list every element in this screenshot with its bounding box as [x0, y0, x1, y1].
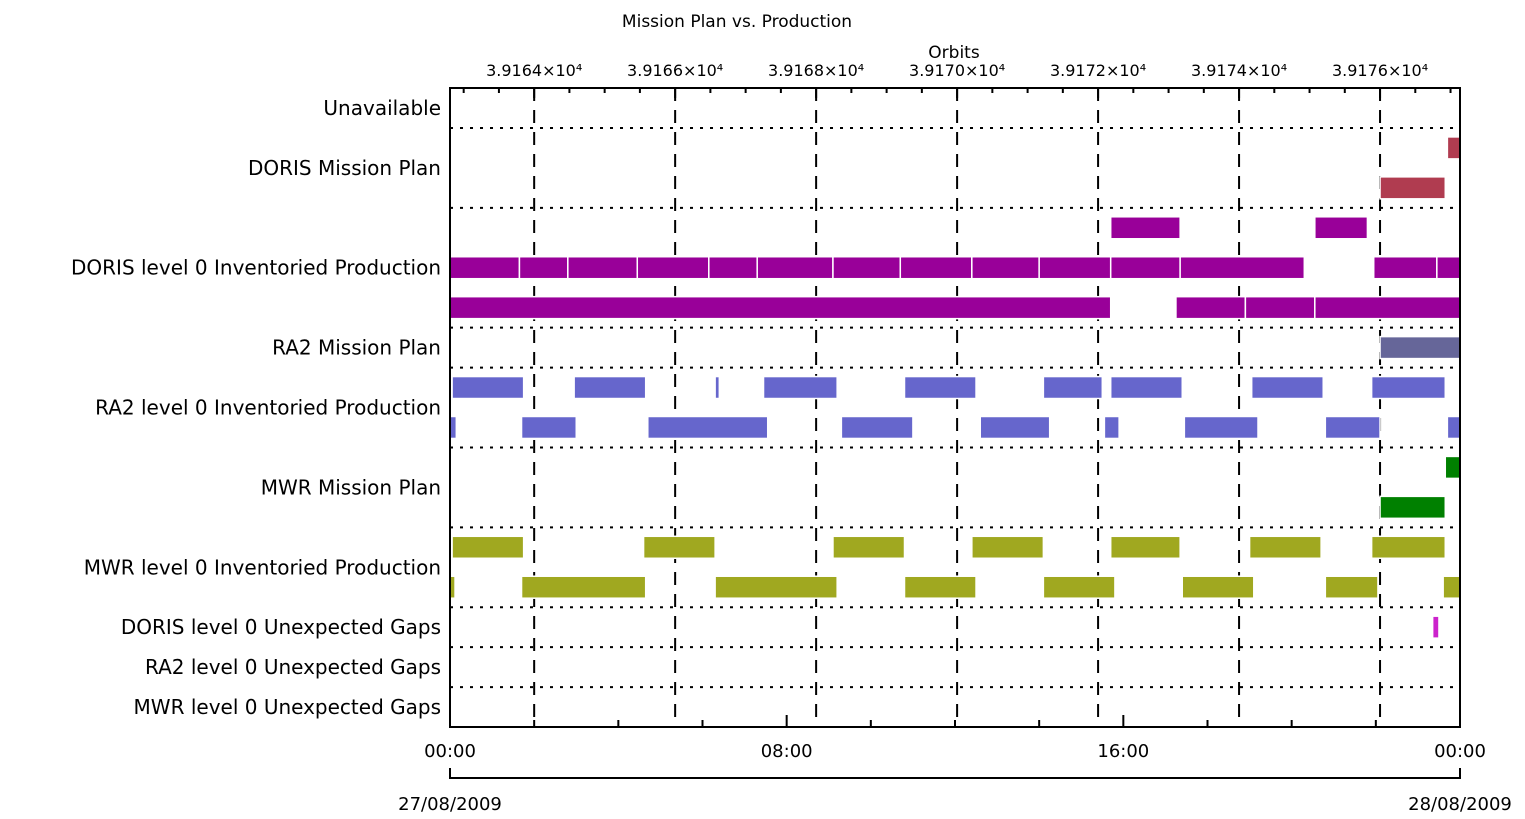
row-label: MWR level 0 Unexpected Gaps — [134, 695, 441, 719]
bar-segment — [1109, 216, 1181, 240]
bar-segment — [1175, 295, 1247, 320]
bar-segment — [1109, 375, 1184, 400]
bar-segment — [642, 535, 716, 560]
top-axis-label: Orbits — [928, 43, 980, 63]
bar-segment — [1248, 535, 1322, 560]
bar-segment — [1442, 575, 1461, 599]
bar-segment — [1179, 255, 1306, 280]
chart-title: Mission Plan vs. Production — [622, 12, 852, 32]
row-label: RA2 Mission Plan — [272, 336, 441, 360]
bar-segment — [1370, 535, 1447, 560]
bar-segment — [903, 375, 977, 400]
row-label: DORIS Mission Plan — [248, 156, 441, 180]
bar-segment — [1444, 455, 1461, 480]
bar-segment — [714, 575, 838, 599]
bar-segment — [636, 255, 710, 280]
bar-segment — [567, 255, 639, 280]
bar-segment — [1183, 415, 1259, 440]
bar-segment — [903, 575, 977, 599]
bar-segment — [1109, 535, 1181, 560]
bar-segment — [1244, 295, 1316, 320]
bar-segment — [899, 255, 973, 280]
bar-segment — [520, 415, 578, 440]
top-tick-label: 3.9172×10⁴ — [1050, 61, 1146, 80]
bar-segment — [647, 415, 769, 440]
bar-segment — [979, 415, 1051, 440]
gridlines — [450, 88, 1460, 727]
bar-segment — [1370, 375, 1447, 400]
top-tick-label: 3.9168×10⁴ — [768, 61, 864, 80]
bar-segment — [1103, 415, 1120, 440]
bar-segment — [1446, 415, 1461, 440]
plot-frame — [449, 87, 1461, 728]
row-label: Unavailable — [323, 96, 441, 120]
row-label: MWR Mission Plan — [261, 475, 441, 499]
bar-segment — [708, 255, 758, 280]
bar-segment — [1379, 495, 1447, 520]
bottom-tick-label: 00:00 — [424, 741, 476, 762]
bar-segment — [1379, 176, 1447, 200]
bar-segment — [1042, 375, 1104, 400]
end-date-label: 28/08/2009 — [1408, 794, 1512, 815]
bar-segment — [1038, 255, 1112, 280]
start-date-label: 27/08/2009 — [398, 794, 502, 815]
bar-segment — [840, 415, 914, 440]
bar-segment — [1324, 415, 1381, 440]
bar-segment — [1109, 255, 1181, 280]
axes: 3.9164×10⁴ 3.9166×10⁴ 3.9168×10⁴ 3.9170×10⁴… — [424, 61, 1486, 779]
bar-segment — [518, 255, 569, 280]
top-tick-label: 3.9176×10⁴ — [1332, 61, 1428, 80]
top-tick-label: 3.9166×10⁴ — [627, 61, 723, 80]
bar-segment — [1324, 575, 1379, 599]
bars — [449, 136, 1461, 639]
row-labels: Unavailable DORIS Mission Plan DORIS level… — [71, 96, 441, 719]
bar-segment — [1250, 375, 1324, 400]
top-tick-label: 3.9174×10⁴ — [1191, 61, 1287, 80]
bar-segment — [762, 375, 838, 400]
bottom-tick-label: 16:00 — [1097, 741, 1149, 762]
top-tick-label: 3.9164×10⁴ — [486, 61, 582, 80]
row-label: RA2 level 0 Unexpected Gaps — [145, 655, 441, 679]
row-label: DORIS level 0 Unexpected Gaps — [121, 615, 441, 639]
row-label: MWR level 0 Inventoried Production — [84, 555, 441, 579]
bar-segment — [573, 375, 647, 400]
bar-segment — [1436, 255, 1461, 280]
bar-segment — [1181, 575, 1255, 599]
bar-segment — [1446, 136, 1461, 160]
bar-segment — [1042, 575, 1116, 599]
bar-segment — [1314, 216, 1369, 240]
bar-segment — [449, 295, 1112, 320]
bar-segment — [451, 375, 525, 400]
bar-segment — [1379, 335, 1461, 360]
bottom-tick-label: 08:00 — [761, 741, 813, 762]
bar-segment — [756, 255, 834, 280]
bar-segment — [520, 575, 647, 599]
bar-segment — [832, 535, 906, 560]
bar-segment — [1314, 295, 1461, 320]
bar-segment — [971, 255, 1040, 280]
bar-segment — [832, 255, 902, 280]
row-label: RA2 level 0 Inventoried Production — [95, 396, 441, 420]
bottom-tick-label: 00:00 — [1434, 741, 1486, 762]
bar-segment — [449, 255, 521, 280]
bar-segment — [714, 375, 721, 400]
bar-segment — [971, 535, 1045, 560]
top-tick-label: 3.9170×10⁴ — [909, 61, 1005, 80]
bar-segment — [1431, 615, 1440, 639]
bar-segment — [1372, 255, 1438, 280]
row-label: DORIS level 0 Inventoried Production — [71, 256, 441, 280]
bar-segment — [451, 535, 525, 560]
